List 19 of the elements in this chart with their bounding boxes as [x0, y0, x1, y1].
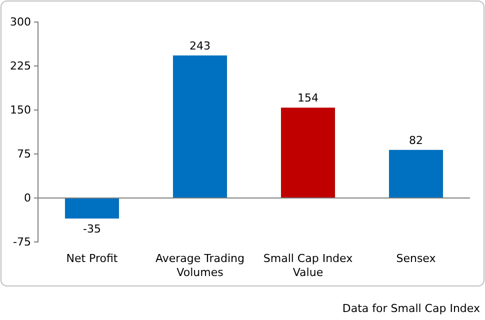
y-tick-label: 225 — [10, 60, 31, 73]
y-tick-label: 75 — [17, 148, 31, 161]
bar — [173, 55, 227, 198]
bar — [65, 198, 119, 219]
y-tick-label: -75 — [13, 236, 31, 249]
x-tick-label: Net Profit — [66, 252, 118, 265]
y-tick-label: 0 — [24, 192, 31, 205]
y-tick-label: 300 — [10, 16, 31, 29]
text: Data for Small Cap Index — [342, 302, 480, 315]
data-label: 243 — [190, 39, 210, 52]
x-tick-label: Small Cap Index Value — [263, 252, 354, 279]
bar — [281, 108, 335, 198]
x-tick-label: Average Trading Volumes — [155, 252, 245, 279]
y-tick-label: 150 — [10, 104, 31, 117]
data-label: 154 — [298, 92, 318, 105]
bar — [389, 150, 443, 198]
data-label: -35 — [83, 222, 101, 236]
x-tick-label: Sensex — [396, 252, 436, 265]
data-label: 82 — [409, 134, 423, 147]
